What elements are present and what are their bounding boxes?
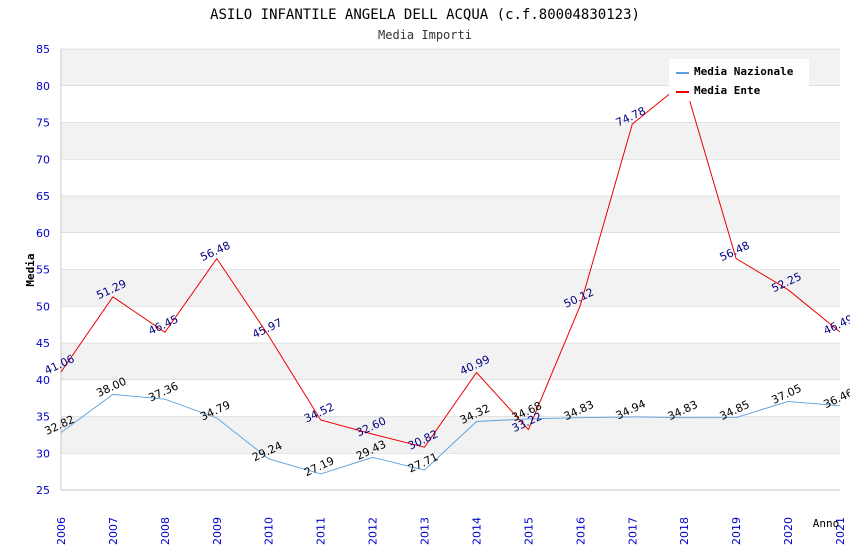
chart-subtitle: Media Importi: [378, 28, 472, 42]
y-tick-label: 75: [36, 117, 50, 130]
x-tick-label: 2012: [367, 517, 380, 545]
y-tick-label: 70: [36, 153, 50, 166]
x-tick-label: 2009: [211, 517, 224, 545]
plot-band: [61, 122, 840, 160]
y-tick-label: 50: [36, 300, 50, 313]
x-tick-label: 2021: [834, 517, 847, 545]
plot-bands: [61, 49, 840, 490]
y-tick-label: 85: [36, 43, 50, 56]
plot-band: [61, 196, 840, 233]
x-tick-label: 2018: [678, 517, 691, 545]
x-tick-label: 2007: [107, 517, 120, 545]
legend: Media Nazionale Media Ente: [669, 59, 809, 101]
legend-label-ente: Media Ente: [694, 84, 761, 97]
y-tick-labels: 25 30 35 40 45 50 55 60 65 70 75 80 85: [36, 43, 50, 497]
y-tick-label: 45: [36, 337, 50, 350]
y-tick-label: 25: [36, 484, 50, 497]
plot-band: [61, 453, 840, 490]
plot-band: [61, 306, 840, 343]
x-tick-label: 2008: [159, 517, 172, 545]
legend-box: [669, 59, 809, 101]
x-tick-labels: 2006 2007 2008 2009 2010 2011 2012 2013 2014 2015…: [55, 517, 847, 545]
y-axis-label: Media: [24, 253, 37, 286]
plot-band: [61, 269, 840, 307]
x-tick-label: 2011: [315, 517, 328, 545]
plot-band: [61, 159, 840, 196]
y-tick-label: 30: [36, 447, 50, 460]
y-tick-label: 65: [36, 190, 50, 203]
x-tick-label: 2015: [522, 517, 535, 545]
y-tick-label: 40: [36, 374, 50, 387]
x-tick-label: 2010: [263, 517, 276, 545]
y-tick-label: 80: [36, 80, 50, 93]
series-line: [60, 393, 841, 475]
x-tick-label: 2014: [470, 517, 483, 545]
series-lines: [60, 81, 841, 475]
plot-band: [61, 232, 840, 270]
x-tick-label: 2016: [574, 517, 587, 545]
y-tick-label: 60: [36, 227, 50, 240]
y-tick-label: 55: [36, 264, 50, 277]
x-tick-label: 2017: [626, 517, 639, 545]
grid-lines: [60, 48, 840, 491]
x-tick-label: 2020: [782, 517, 795, 545]
x-tick-label: 2019: [730, 517, 743, 545]
x-tick-label: 2006: [55, 517, 68, 545]
y-tick-label: 35: [36, 411, 50, 424]
plot-band: [61, 343, 840, 380]
x-axis-label: Anno: [813, 517, 840, 530]
chart-title: ASILO INFANTILE ANGELA DELL ACQUA (c.f.8…: [210, 7, 640, 23]
legend-label-nazionale: Media Nazionale: [694, 65, 794, 78]
series-line: [60, 81, 841, 448]
x-tick-label: 2013: [419, 517, 432, 545]
plot-band: [61, 416, 840, 454]
